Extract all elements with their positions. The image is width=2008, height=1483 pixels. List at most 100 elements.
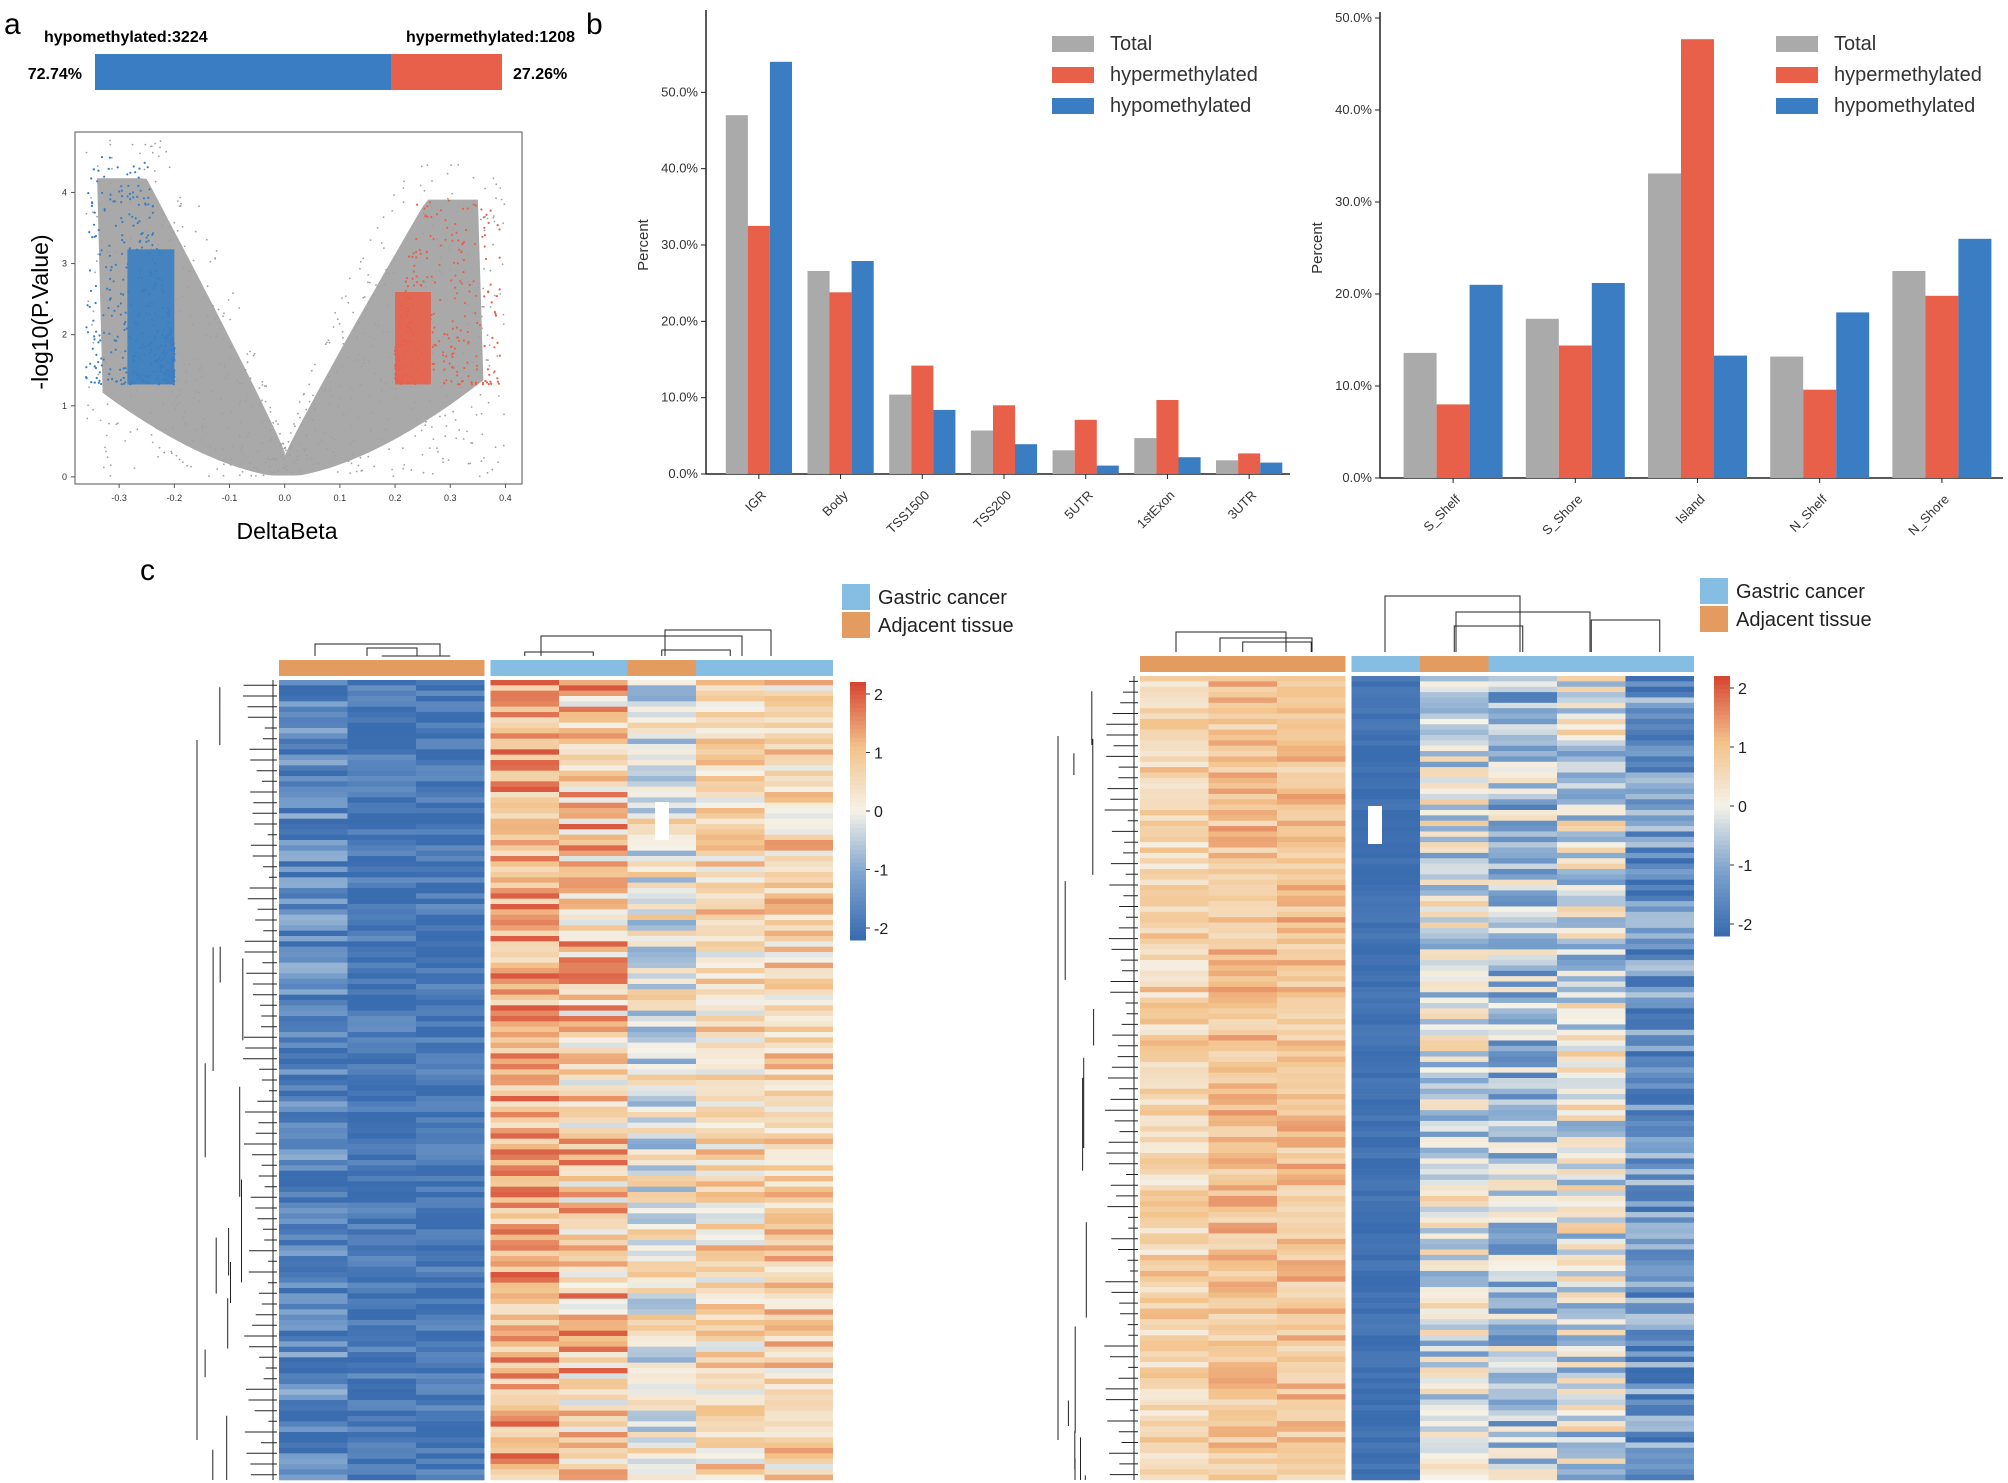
volcano-hyper-point xyxy=(484,257,488,261)
heatmap-cell xyxy=(1140,1319,1209,1325)
heatmap-cell xyxy=(1625,1378,1694,1384)
heatmap-cell xyxy=(1557,1061,1626,1068)
heatmap-cell xyxy=(1140,1008,1209,1014)
heatmap-cell xyxy=(1277,1276,1346,1282)
heatmap-cell xyxy=(1208,997,1277,1004)
volcano-gray-point xyxy=(481,327,483,330)
heatmap-cell xyxy=(627,1064,696,1070)
volcano-hyper-point xyxy=(467,340,470,344)
heatmap-cell xyxy=(490,1032,559,1038)
heatmap-cell xyxy=(696,1005,765,1011)
heatmap-cell xyxy=(1488,1008,1557,1014)
volcano-gray-point xyxy=(258,387,261,389)
heatmap-cell xyxy=(1420,949,1489,956)
heatmap-cell xyxy=(1557,1051,1626,1057)
heatmap-cell xyxy=(1488,852,1557,859)
heatmap-cell xyxy=(1488,1249,1557,1256)
color-scale-step xyxy=(850,699,866,704)
heatmap-cell xyxy=(764,1122,833,1129)
heatmap-cell xyxy=(696,685,765,691)
heatmap-cell xyxy=(1140,1372,1209,1379)
heatmap-cell xyxy=(696,1000,765,1006)
heatmap-cell xyxy=(1277,949,1346,956)
color-scale-step xyxy=(850,755,866,760)
heatmap-cell xyxy=(1557,836,1626,843)
volcano-gray-point xyxy=(305,454,308,457)
heatmap-cell xyxy=(1625,1463,1694,1470)
volcano-hypo-point xyxy=(147,234,150,237)
heatmap-cell xyxy=(347,978,416,985)
heatmap-cell xyxy=(764,909,833,915)
heatmap-cell xyxy=(490,1410,559,1417)
heatmap-cell xyxy=(416,1368,485,1374)
heatmap-cell xyxy=(347,856,416,862)
heatmap-cell xyxy=(1557,1394,1626,1400)
heatmap-cell xyxy=(279,1026,348,1033)
heatmap-cell xyxy=(1140,922,1209,929)
island-bar-chart: 0.0%10.0%20.0%30.0%40.0%50.0%PercentS_Sh… xyxy=(1309,10,2003,538)
heatmap-cell xyxy=(1420,1313,1489,1320)
color-scale-step xyxy=(1714,901,1730,907)
heatmap-cell xyxy=(1277,724,1346,730)
heatmap-cell xyxy=(1557,890,1626,897)
heatmap-cell xyxy=(416,1341,485,1347)
heatmap-cell xyxy=(559,1394,628,1401)
heatmap-cell xyxy=(1140,1206,1209,1213)
heatmap-cell xyxy=(1208,1367,1277,1374)
heatmap-cell xyxy=(1557,1110,1626,1116)
heatmap-cell xyxy=(1625,1421,1694,1427)
heatmap-cell xyxy=(347,1373,416,1379)
volcano-hyper-point xyxy=(454,286,457,289)
volcano-hypo-point xyxy=(93,365,96,368)
heatmap-cell xyxy=(559,1138,628,1145)
bar-total-s_shore xyxy=(1525,318,1559,478)
volcano-hyper-point xyxy=(460,282,463,285)
heatmap-cell xyxy=(696,1090,765,1097)
volcano-gray-point xyxy=(438,270,441,272)
heatmap-cell xyxy=(764,1229,833,1235)
volcano-gray-point xyxy=(467,323,470,326)
volcano-gray-point xyxy=(368,301,371,304)
heatmap-cell xyxy=(1420,1383,1489,1390)
heatmap-cell xyxy=(1625,922,1694,929)
volcano-gray-point xyxy=(253,352,256,355)
heatmap-cell xyxy=(490,973,559,979)
heatmap-cell xyxy=(279,930,348,937)
heatmap-cell xyxy=(696,1234,765,1241)
heatmap-cell xyxy=(1557,1292,1626,1299)
heatmap-cell xyxy=(627,1090,696,1097)
heatmap-cell xyxy=(559,802,628,809)
heatmap-cell xyxy=(1351,1463,1420,1470)
volcano-gray-point xyxy=(239,462,242,465)
volcano-hypo-point xyxy=(120,201,123,204)
volcano-hypo-point xyxy=(100,357,103,360)
volcano-gray-point xyxy=(469,208,471,211)
volcano-hyper-point xyxy=(461,243,464,246)
heatmap-cell xyxy=(1488,976,1557,982)
heatmap-cell xyxy=(279,770,348,777)
color-scale-step xyxy=(1714,719,1730,725)
volcano-gray-point xyxy=(97,373,100,376)
heatmap-cell xyxy=(347,706,416,713)
volcano-gray-point xyxy=(431,322,434,324)
color-scale-step xyxy=(1714,914,1730,920)
volcano-gray-point xyxy=(157,455,160,458)
heatmap-cell xyxy=(279,1192,348,1198)
volcano-hyper-point xyxy=(430,313,433,317)
heatmap-cell xyxy=(1140,1174,1209,1181)
volcano-hypo-point xyxy=(105,266,108,269)
volcano-hypo-point xyxy=(123,241,126,244)
volcano-gray-point xyxy=(92,408,94,411)
volcano-hypo-point xyxy=(99,253,102,256)
heatmap-cell xyxy=(1488,1335,1557,1341)
heatmap-cell xyxy=(1277,906,1346,913)
heatmap-cell xyxy=(764,717,833,723)
color-scale-step xyxy=(850,785,866,790)
volcano-gray-point xyxy=(449,268,452,271)
heatmap-cell xyxy=(559,850,628,857)
heatmap-cell xyxy=(1557,874,1626,880)
heatmap-cell xyxy=(559,754,628,761)
heatmap-cell xyxy=(490,1096,559,1102)
volcano-gray-point xyxy=(308,383,311,386)
heatmap-cell xyxy=(1557,1008,1626,1014)
